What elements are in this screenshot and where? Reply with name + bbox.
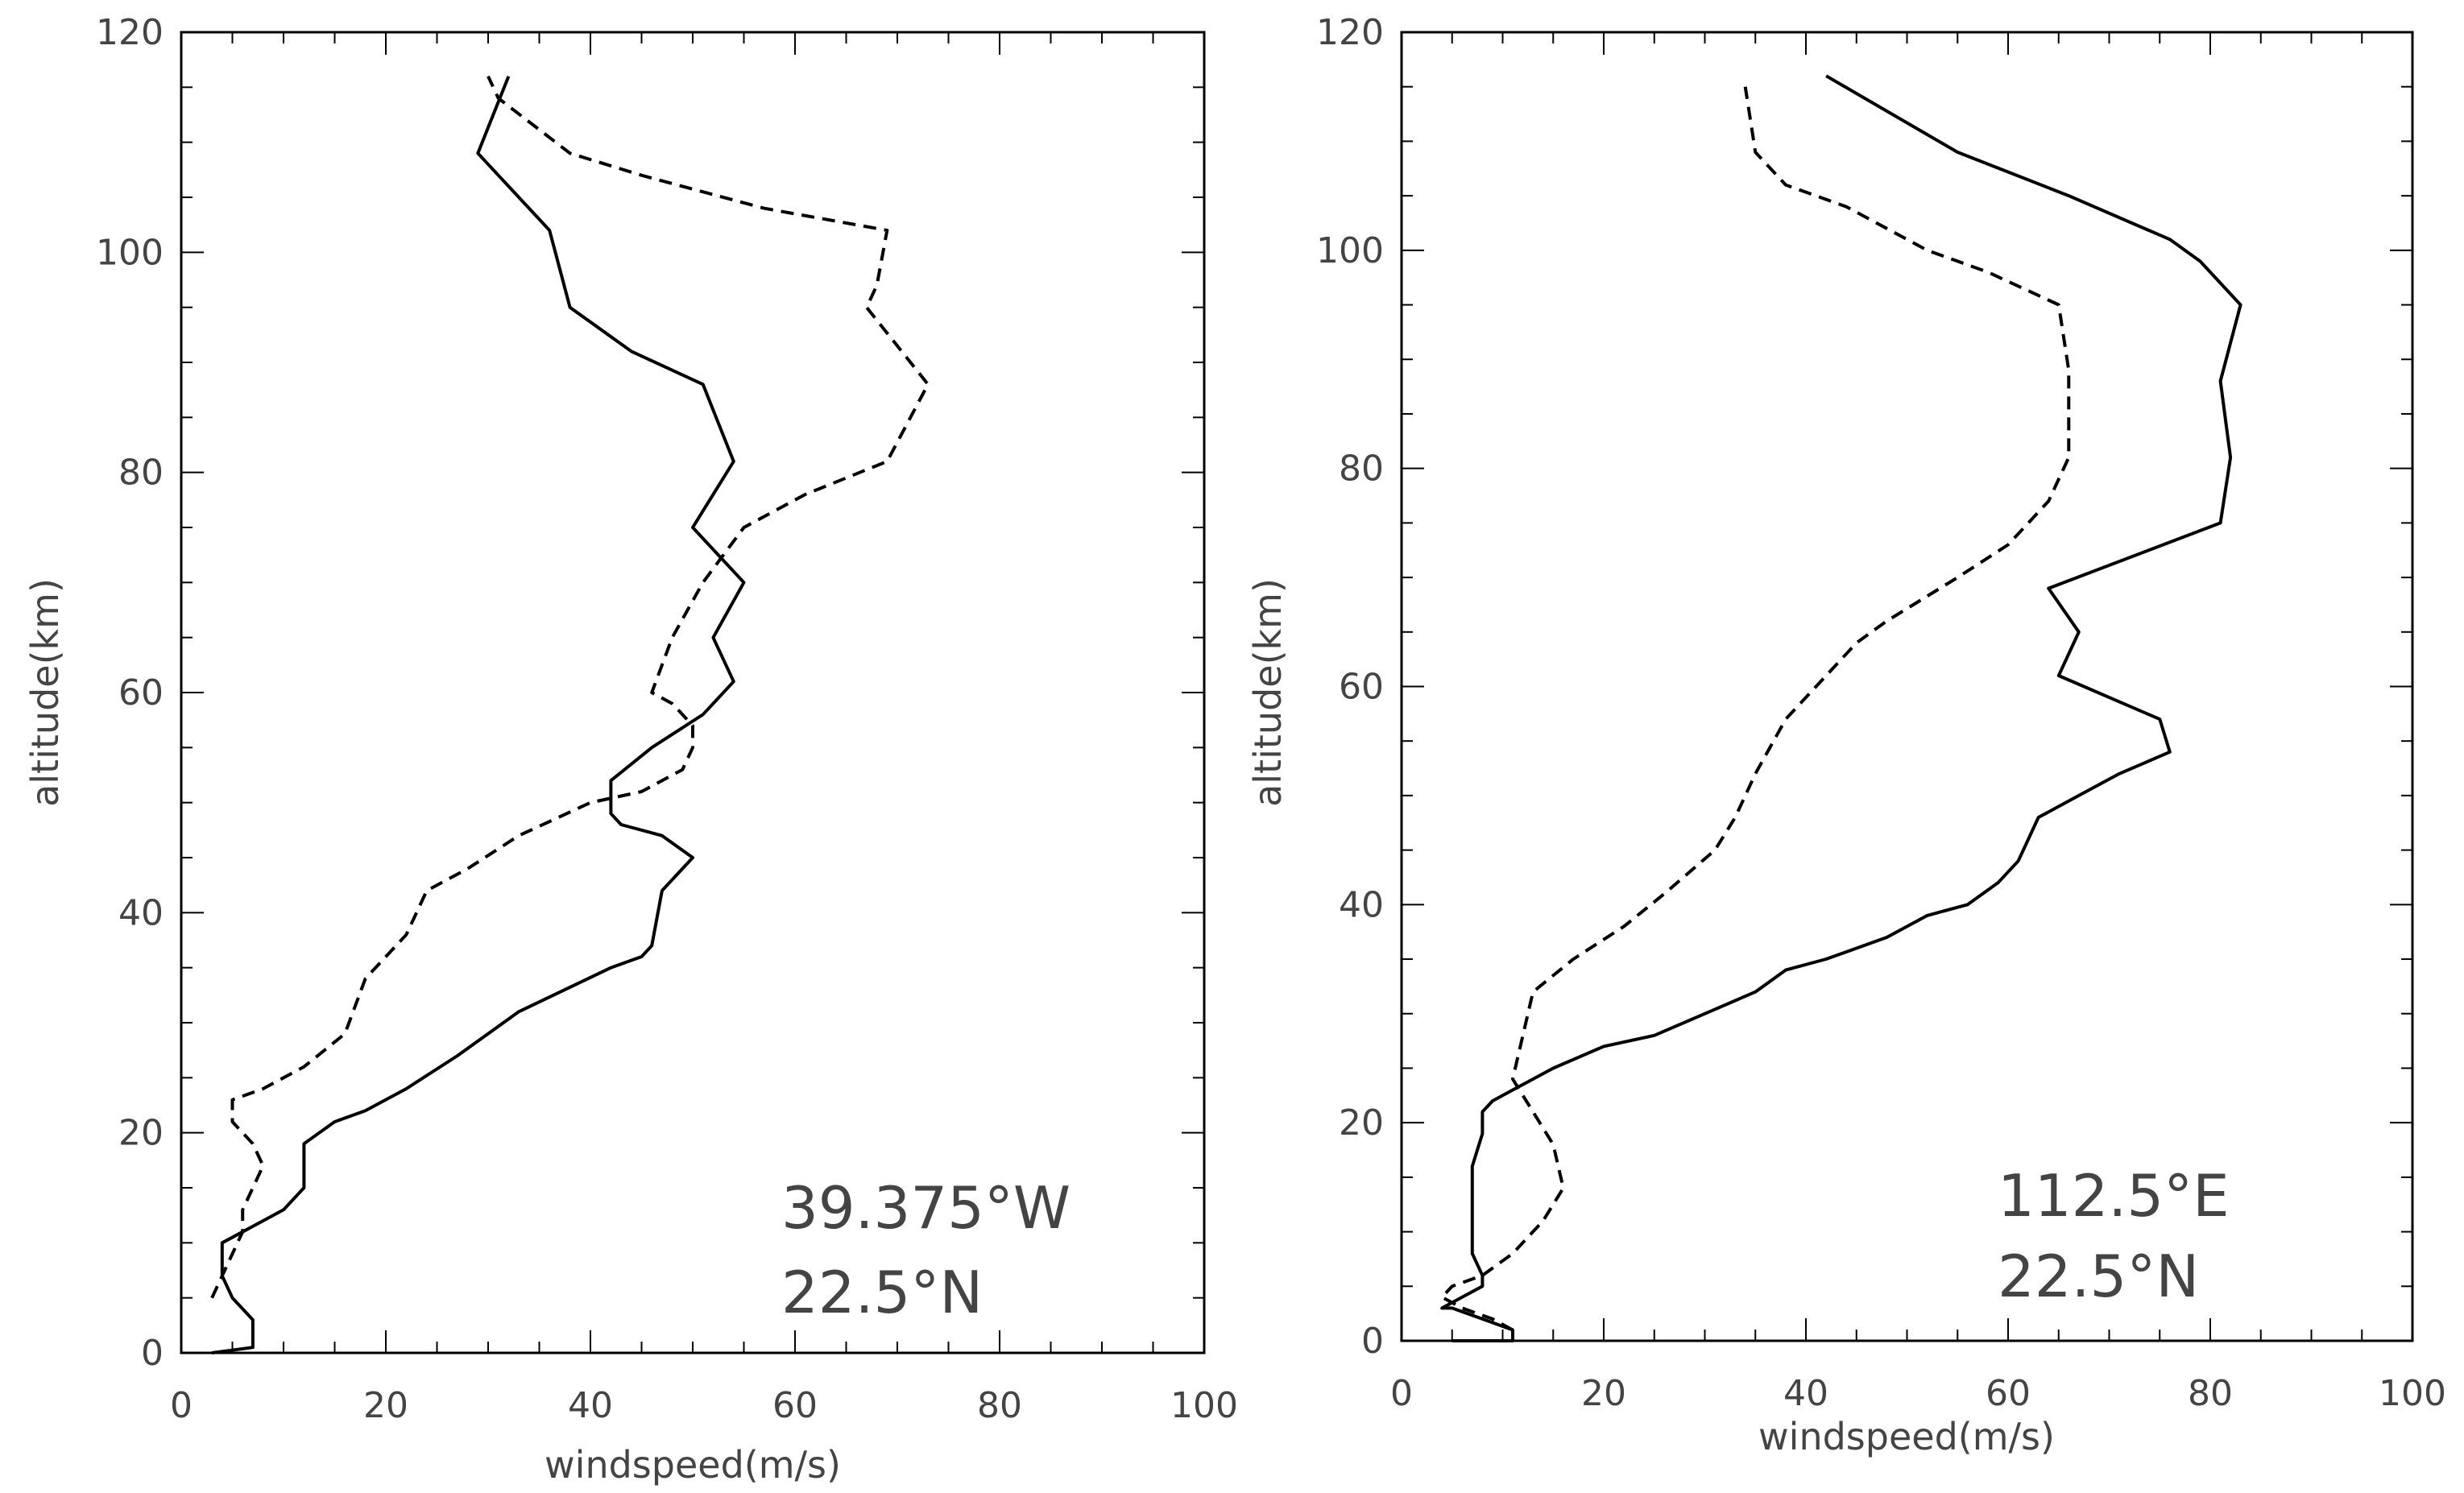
left-x-tick-label: 0 — [170, 1385, 193, 1426]
left-y-tick-label: 40 — [118, 892, 164, 933]
left-tick-labels: 0 20 40 60 80 100 0 20 40 60 80 100 120 — [96, 12, 1238, 1426]
left-x-tick-label: 80 — [977, 1385, 1022, 1426]
right-tick-marks — [1401, 31, 2413, 1342]
left-y-tick-label: 80 — [118, 453, 164, 494]
right-y-tick-label: 40 — [1339, 884, 1384, 925]
left-x-tick-label: 60 — [772, 1385, 818, 1426]
right-series-dashed — [1440, 86, 2071, 1332]
left-y-tick-label: 0 — [141, 1333, 164, 1374]
left-tick-marks — [180, 31, 1205, 1354]
right-y-tick-label: 80 — [1339, 449, 1384, 490]
right-x-axis-label: windspeed(m/s) — [1758, 1415, 2055, 1458]
left-y-tick-label: 120 — [96, 12, 164, 53]
right-series-solid — [1440, 74, 2242, 1342]
right-plot: 0 20 40 60 80 100 0 20 40 60 80 100 120 windspeed(m/… — [1246, 12, 2446, 1458]
left-x-tick-label: 20 — [363, 1385, 408, 1426]
right-y-tick-label: 100 — [1316, 230, 1384, 271]
left-series — [210, 75, 930, 1354]
right-series — [1440, 74, 2242, 1342]
right-x-tick-label: 100 — [2379, 1373, 2446, 1414]
left-y-tick-label: 100 — [96, 232, 164, 273]
right-x-tick-label: 0 — [1390, 1373, 1413, 1414]
right-x-tick-label: 40 — [1783, 1373, 1828, 1414]
left-plot: 0 20 40 60 80 100 0 20 40 60 80 100 120 windspeed(m/… — [23, 12, 1238, 1487]
left-x-axis-label: windspeed(m/s) — [545, 1443, 841, 1487]
left-annotation-longitude: 39.375°W — [781, 1174, 1070, 1242]
left-series-solid — [211, 75, 746, 1354]
right-annotation-latitude: 22.5°N — [1998, 1243, 2199, 1310]
left-x-tick-label: 40 — [568, 1385, 613, 1426]
right-tick-labels: 0 20 40 60 80 100 0 20 40 60 80 100 120 — [1316, 12, 2446, 1414]
left-x-tick-label: 100 — [1170, 1385, 1238, 1426]
right-y-axis-label: altitude(km) — [1246, 578, 1290, 807]
right-annotation-longitude: 112.5°E — [1998, 1162, 2230, 1230]
left-series-dashed — [210, 75, 930, 1299]
right-x-tick-label: 20 — [1581, 1373, 1626, 1414]
left-y-axis-label: altitude(km) — [23, 578, 67, 807]
right-x-tick-label: 60 — [1986, 1373, 2031, 1414]
left-y-tick-label: 60 — [118, 672, 164, 713]
left-y-tick-label: 20 — [118, 1113, 164, 1154]
right-y-tick-label: 0 — [1361, 1321, 1384, 1362]
left-annotation-latitude: 22.5°N — [781, 1259, 983, 1326]
right-y-tick-label: 60 — [1339, 667, 1384, 708]
right-y-tick-label: 20 — [1339, 1102, 1384, 1144]
right-x-tick-label: 80 — [2188, 1373, 2233, 1414]
right-y-tick-label: 120 — [1316, 12, 1384, 53]
